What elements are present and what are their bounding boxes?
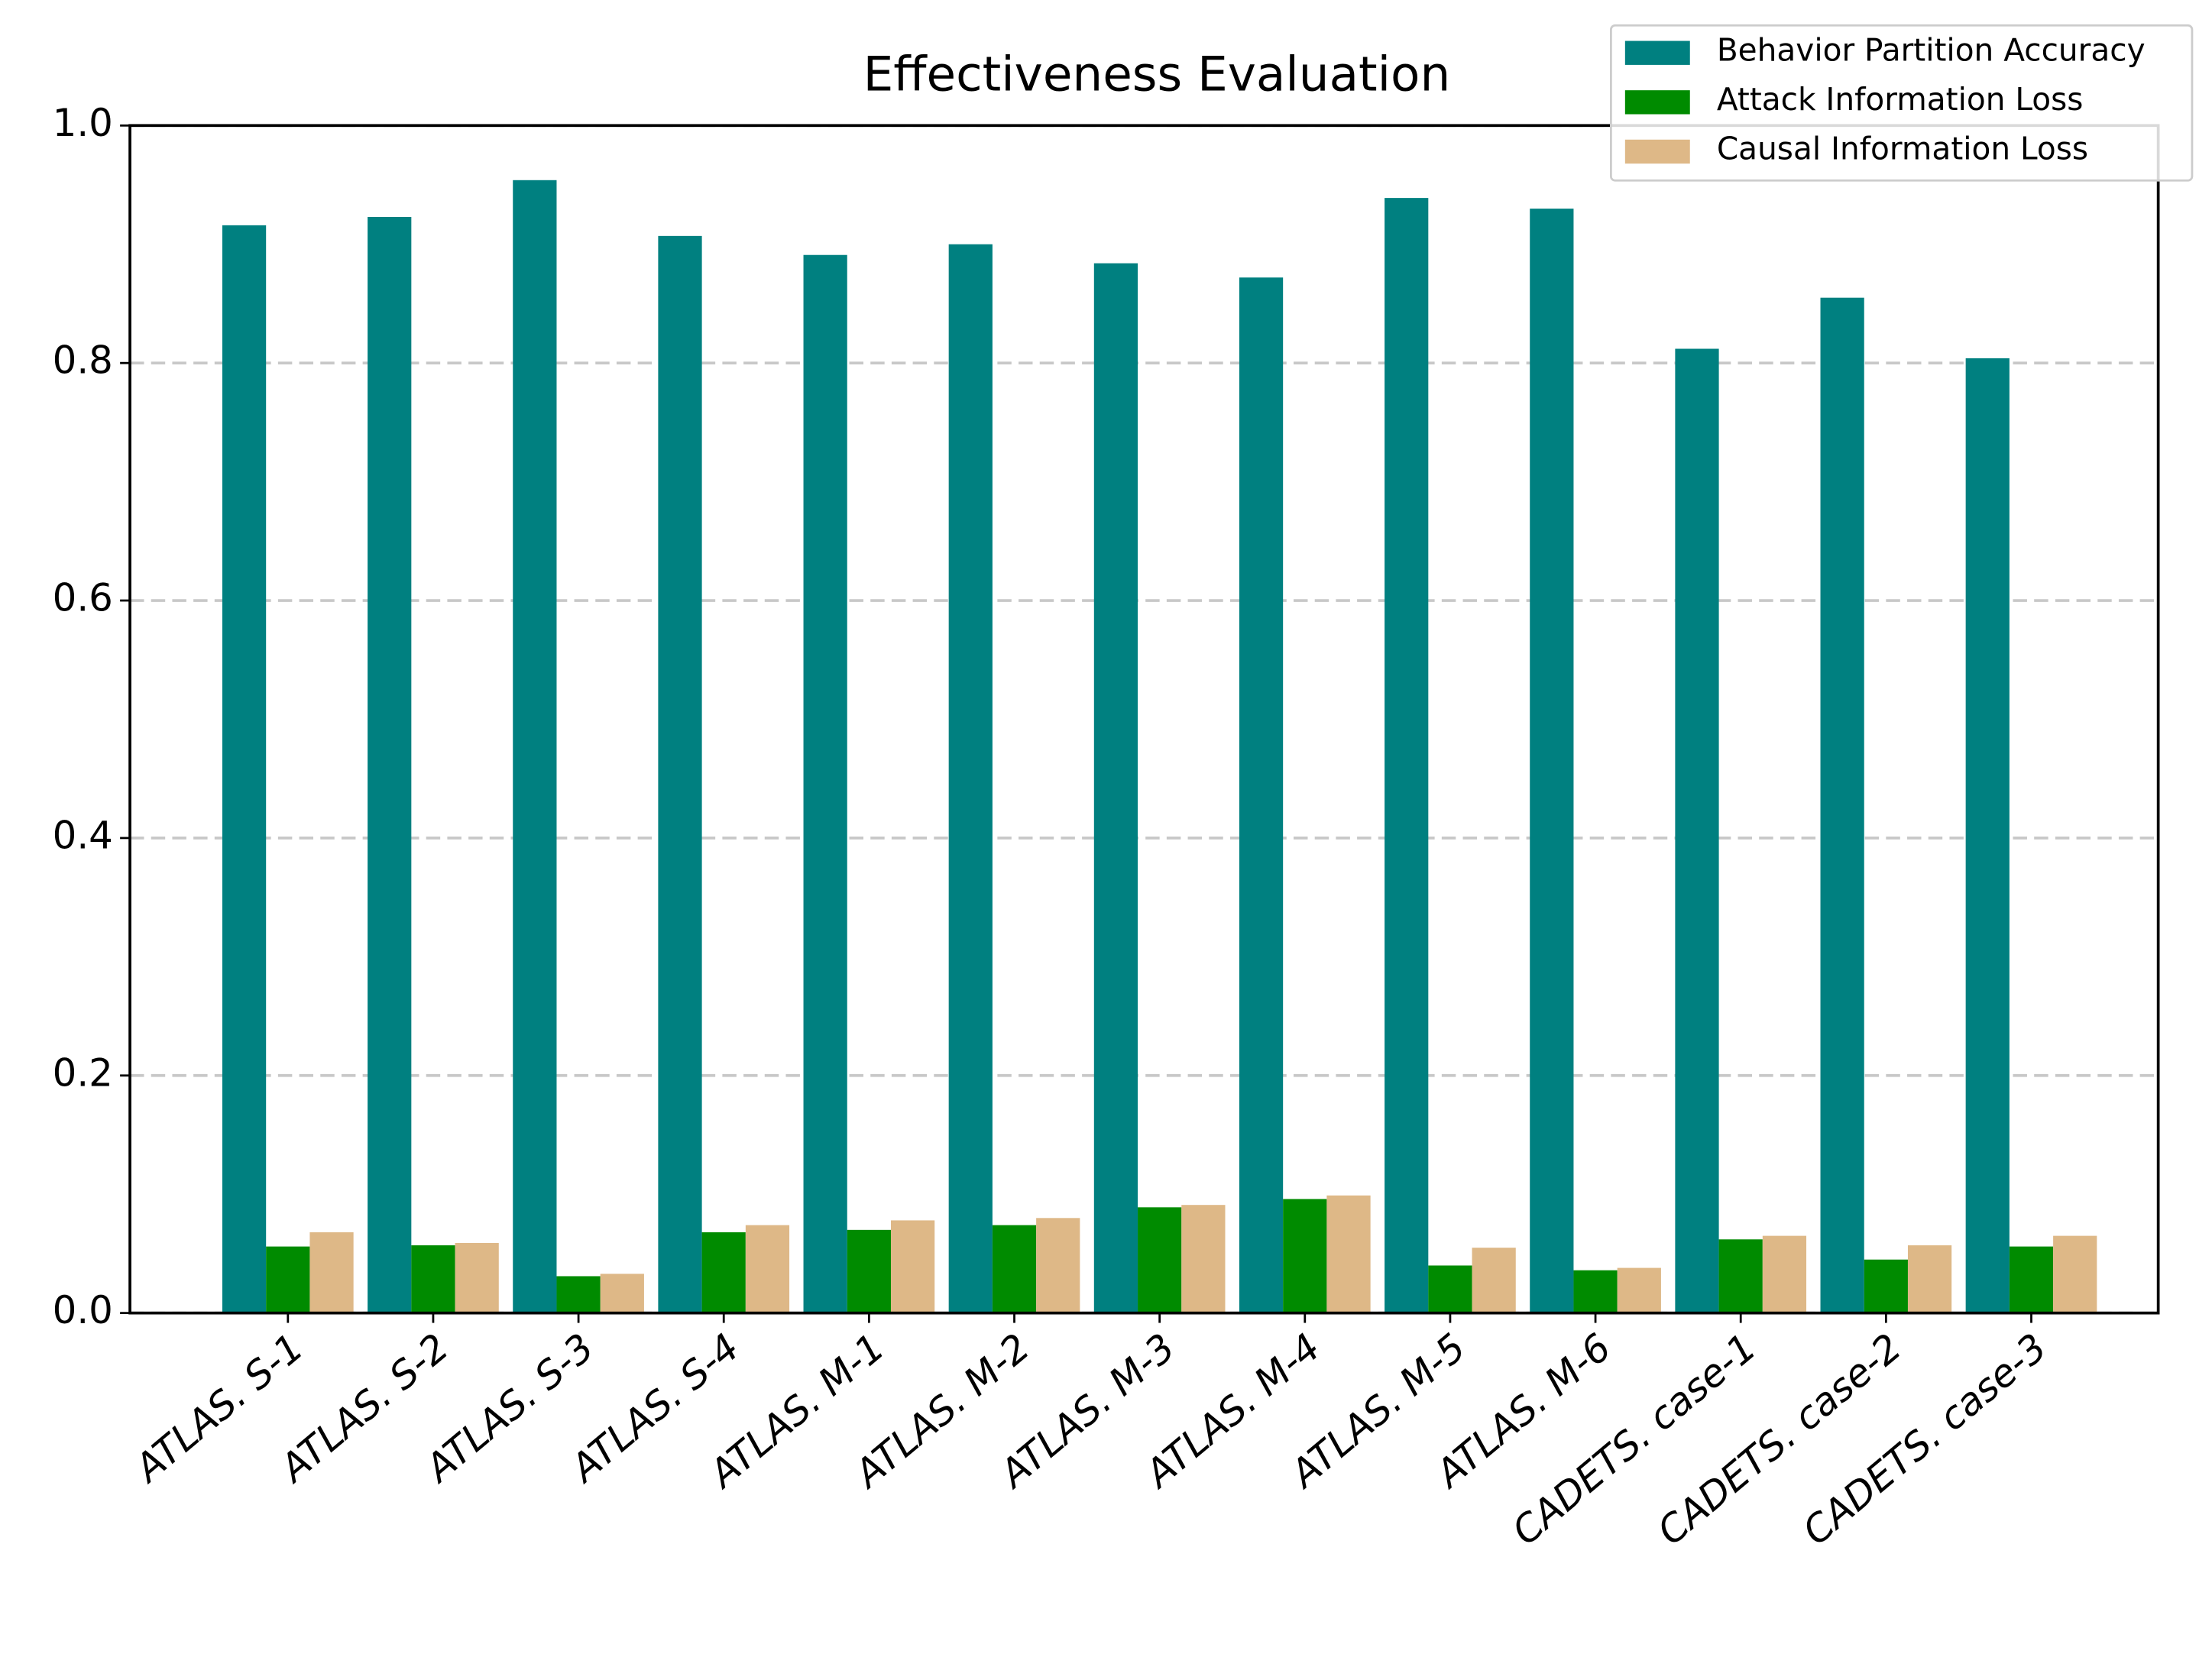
bar — [455, 1242, 499, 1313]
legend-label: Causal Information Loss — [1717, 131, 2088, 167]
y-tick-label: 0.6 — [53, 576, 113, 620]
bar — [1385, 198, 1429, 1313]
bar — [1573, 1270, 1618, 1313]
bar — [1472, 1248, 1516, 1313]
bar — [368, 216, 412, 1313]
bar — [1965, 358, 2010, 1313]
bar — [948, 244, 993, 1313]
bar — [890, 1220, 935, 1313]
chart-title: Effectiveness Evaluation — [863, 47, 1451, 102]
x-tick-label: CADETS. case-1 — [1504, 1325, 1764, 1553]
bar — [1283, 1199, 1327, 1313]
bar — [745, 1225, 790, 1313]
axes-frame — [128, 124, 2160, 1315]
bar — [1093, 263, 1138, 1313]
bar — [1326, 1195, 1371, 1313]
bar — [1138, 1207, 1182, 1313]
bar — [1036, 1218, 1080, 1313]
legend-label: Behavior Partition Accuracy — [1717, 31, 2146, 68]
y-tick-label: 0.4 — [53, 813, 113, 857]
bar — [1718, 1239, 1763, 1313]
y-tick-label: 0.0 — [53, 1288, 113, 1332]
legend-label: Attack Information Loss — [1717, 81, 2084, 118]
y-tick-label: 0.2 — [53, 1050, 113, 1095]
bar — [266, 1246, 310, 1313]
bar — [1675, 348, 1719, 1313]
legend-swatch — [1624, 40, 1690, 65]
bar — [1864, 1259, 1908, 1313]
x-tick-label: CADETS. case-2 — [1649, 1325, 1909, 1553]
y-tick-label: 0.8 — [53, 338, 113, 383]
bar — [1181, 1205, 1226, 1313]
x-tick-label: CADETS. case-3 — [1794, 1325, 2055, 1553]
bar — [2053, 1235, 2097, 1313]
bar — [556, 1276, 601, 1313]
y-tick-label: 1.0 — [53, 101, 113, 145]
bar — [1762, 1235, 1807, 1313]
bar — [1428, 1265, 1472, 1313]
bar — [1617, 1267, 1661, 1313]
legend-box — [1609, 24, 2194, 182]
bar — [847, 1229, 891, 1313]
bar — [600, 1274, 644, 1313]
bar — [411, 1245, 455, 1313]
bar — [1907, 1245, 1952, 1313]
bar — [1239, 277, 1284, 1313]
bar — [803, 254, 847, 1313]
bar — [513, 180, 557, 1313]
legend-swatch — [1624, 90, 1690, 115]
legend-swatch — [1624, 139, 1690, 164]
bar — [658, 235, 702, 1313]
bar — [1530, 209, 1574, 1313]
bar — [992, 1225, 1037, 1313]
bar — [2009, 1246, 2054, 1313]
bar — [701, 1232, 746, 1313]
bar — [222, 225, 267, 1313]
bar — [1820, 297, 1864, 1313]
bar — [309, 1232, 354, 1313]
